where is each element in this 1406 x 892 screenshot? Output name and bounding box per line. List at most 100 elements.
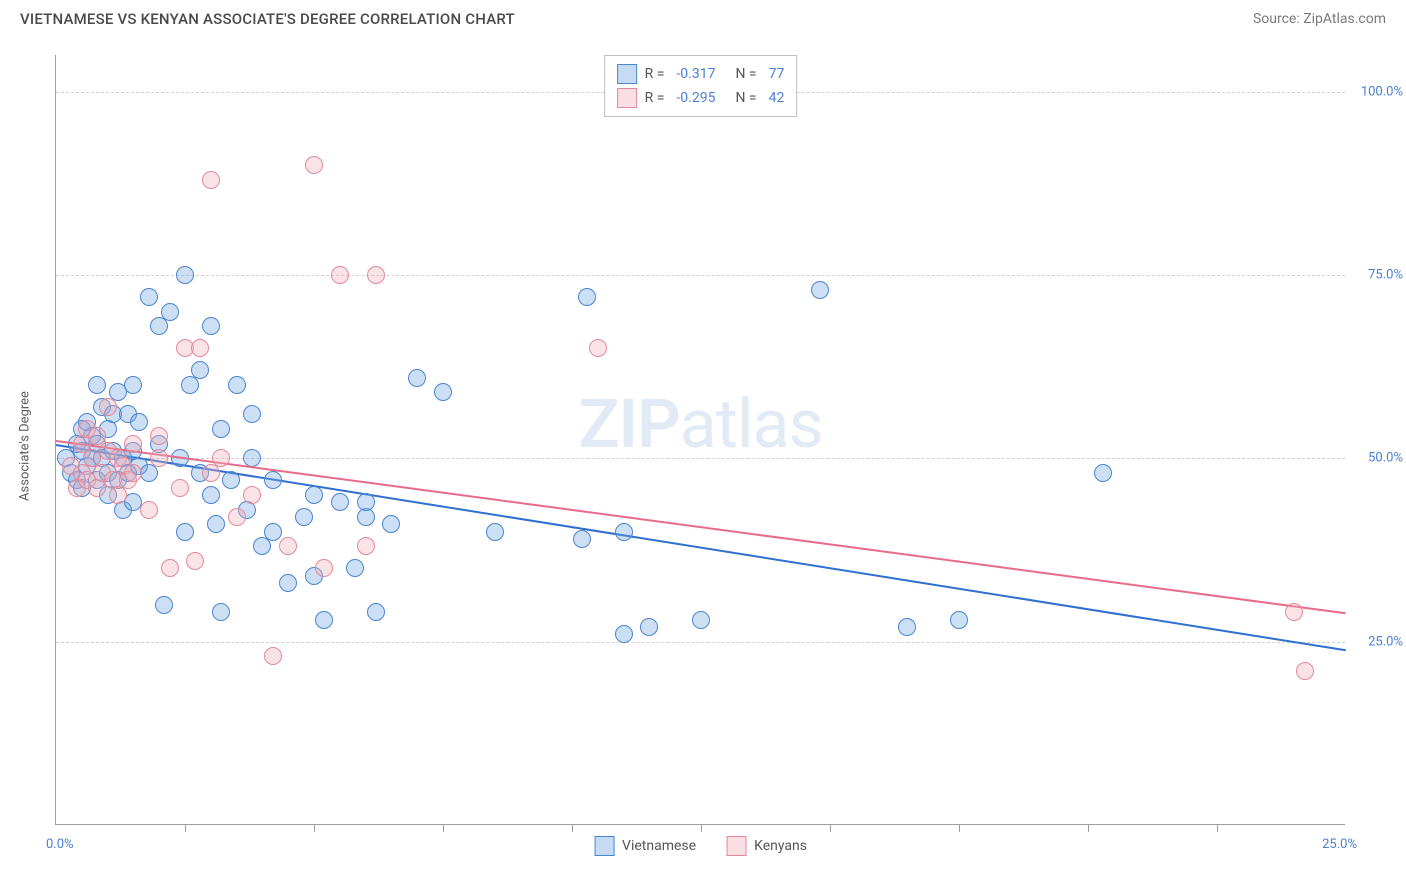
scatter-point [176, 266, 194, 284]
y-tick-label: 75.0% [1368, 268, 1403, 283]
scatter-point [191, 339, 209, 357]
scatter-point [228, 376, 246, 394]
scatter-point [578, 288, 596, 306]
scatter-point [186, 552, 204, 570]
legend-r-label: R = [645, 90, 665, 106]
scatter-point [124, 435, 142, 453]
scatter-point [305, 486, 323, 504]
scatter-point [434, 383, 452, 401]
scatter-point [1094, 464, 1112, 482]
legend-series-label: Vietnamese [622, 838, 696, 854]
scatter-point [279, 574, 297, 592]
x-axis-max-label: 25.0% [1322, 837, 1357, 852]
scatter-point [228, 508, 246, 526]
legend-series: Vietnamese Kenyans [594, 836, 807, 856]
y-axis-title: Associate's Degree [18, 391, 33, 501]
scatter-point [357, 493, 375, 511]
scatter-point [811, 281, 829, 299]
scatter-point [357, 537, 375, 555]
scatter-point [243, 405, 261, 423]
scatter-point [212, 603, 230, 621]
x-tick [1217, 824, 1218, 832]
x-tick [701, 824, 702, 832]
x-tick [185, 824, 186, 832]
scatter-point [140, 288, 158, 306]
x-tick [443, 824, 444, 832]
gridline [56, 642, 1345, 643]
legend-n-label: N = [735, 66, 756, 82]
legend-n-value: 77 [769, 66, 785, 82]
legend-swatch-icon [726, 836, 746, 856]
scatter-point [99, 398, 117, 416]
legend-stat-row: R = -0.295 N = 42 [617, 86, 785, 110]
scatter-point [382, 515, 400, 533]
legend-r-value: -0.295 [676, 90, 715, 106]
scatter-point [264, 647, 282, 665]
y-tick-label: 100.0% [1361, 84, 1403, 99]
legend-series-item: Vietnamese [594, 836, 696, 856]
legend-n-value: 42 [769, 90, 785, 106]
scatter-point [898, 618, 916, 636]
scatter-point [331, 493, 349, 511]
scatter-point [295, 508, 313, 526]
scatter-point [130, 413, 148, 431]
scatter-point [279, 537, 297, 555]
scatter-point [161, 559, 179, 577]
gridline [56, 275, 1345, 276]
scatter-point [124, 464, 142, 482]
scatter-point [573, 530, 591, 548]
scatter-point [155, 596, 173, 614]
scatter-point [408, 369, 426, 387]
scatter-point [264, 523, 282, 541]
legend-swatch-icon [617, 64, 637, 84]
scatter-point [124, 376, 142, 394]
x-axis-min-label: 0.0% [46, 837, 74, 852]
chart-title: VIETNAMESE VS KENYAN ASSOCIATE'S DEGREE … [20, 10, 515, 28]
scatter-point [176, 523, 194, 541]
scatter-point [207, 515, 225, 533]
legend-stats: R = -0.317 N = 77 R = -0.295 N = 42 [604, 55, 798, 117]
y-tick-label: 25.0% [1368, 634, 1403, 649]
scatter-point [212, 420, 230, 438]
legend-r-label: R = [645, 66, 665, 82]
scatter-point [150, 449, 168, 467]
scatter-point [212, 449, 230, 467]
chart-area: ZIPatlas R =-0.317N =77R =-0.295N =42 Vi… [55, 55, 1345, 825]
scatter-point [202, 171, 220, 189]
scatter-point [161, 303, 179, 321]
scatter-point [615, 523, 633, 541]
x-tick [959, 824, 960, 832]
scatter-point [264, 471, 282, 489]
x-tick [572, 824, 573, 832]
x-tick [1088, 824, 1089, 832]
scatter-point [171, 479, 189, 497]
scatter-point [315, 559, 333, 577]
legend-r-value: -0.317 [676, 66, 715, 82]
scatter-point [243, 486, 261, 504]
trend-line [56, 440, 1346, 614]
legend-swatch-icon [594, 836, 614, 856]
legend-n-label: N = [735, 90, 756, 106]
legend-series-label: Kenyans [754, 838, 807, 854]
scatter-point [950, 611, 968, 629]
scatter-point [202, 317, 220, 335]
scatter-point [692, 611, 710, 629]
scatter-point [88, 376, 106, 394]
legend-swatch-icon [617, 88, 637, 108]
scatter-point [191, 361, 209, 379]
y-tick-label: 50.0% [1368, 451, 1403, 466]
scatter-point [1296, 662, 1314, 680]
scatter-point [615, 625, 633, 643]
source-label: Source: ZipAtlas.com [1253, 11, 1386, 27]
scatter-point [150, 427, 168, 445]
x-tick [830, 824, 831, 832]
scatter-point [640, 618, 658, 636]
scatter-point [346, 559, 364, 577]
scatter-point [486, 523, 504, 541]
scatter-point [222, 471, 240, 489]
scatter-point [140, 501, 158, 519]
scatter-point [331, 266, 349, 284]
scatter-point [305, 156, 323, 174]
scatter-point [367, 603, 385, 621]
legend-stat-row: R = -0.317 N = 77 [617, 62, 785, 86]
